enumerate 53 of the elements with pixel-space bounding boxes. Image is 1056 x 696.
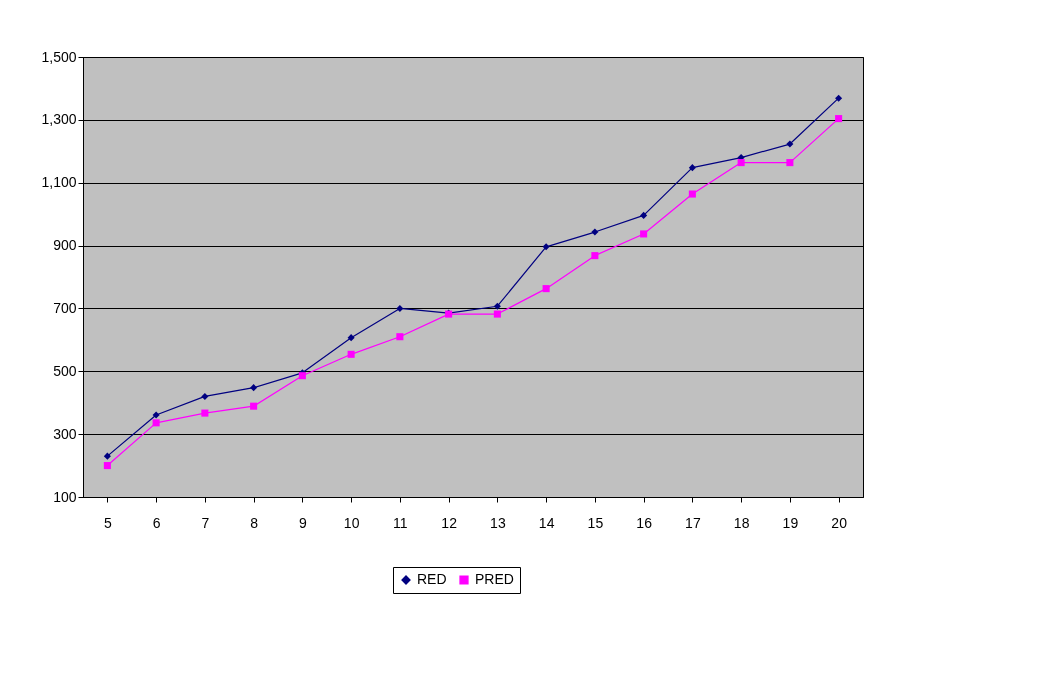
point xyxy=(493,302,501,310)
point xyxy=(201,392,209,400)
point xyxy=(201,409,209,417)
y-tick-label: 1,500 xyxy=(41,48,77,65)
point xyxy=(250,402,258,410)
point xyxy=(835,94,843,102)
x-tick-label: 6 xyxy=(152,514,161,531)
x-tick-label: 9 xyxy=(298,514,307,531)
x-tick-label: 13 xyxy=(490,514,506,531)
point xyxy=(688,164,696,172)
x-tick-label: 14 xyxy=(538,514,555,531)
y-tick-label: 100 xyxy=(53,488,77,505)
x-tick-label: 11 xyxy=(393,514,408,531)
point xyxy=(152,411,160,419)
point xyxy=(347,350,355,358)
y-tick-label: 1,100 xyxy=(41,174,77,191)
x-tick-label: 20 xyxy=(831,514,848,531)
x-tick-label: 5 xyxy=(103,514,112,531)
point xyxy=(835,115,843,123)
y-tick-label: 700 xyxy=(53,299,77,316)
x-tick-label: 15 xyxy=(587,514,604,531)
point xyxy=(542,243,550,251)
x-tick-label: 10 xyxy=(343,514,360,531)
x-tick-label: 12 xyxy=(441,514,458,531)
y-tick-label: 900 xyxy=(53,237,77,254)
point xyxy=(786,140,794,148)
point xyxy=(688,190,696,198)
point xyxy=(786,159,794,167)
legend-label: PRED xyxy=(475,571,514,587)
y-tick-label: 1,300 xyxy=(41,111,77,128)
x-tick-label: 7 xyxy=(201,514,210,531)
x-tick-label: 18 xyxy=(733,514,750,531)
y-tick-label: 500 xyxy=(53,362,77,379)
point xyxy=(103,462,111,470)
point xyxy=(396,333,404,341)
point xyxy=(542,285,550,293)
point xyxy=(640,230,648,238)
x-tick-label: 17 xyxy=(685,514,701,531)
point xyxy=(591,228,599,236)
point xyxy=(396,304,404,312)
point xyxy=(591,252,599,260)
point xyxy=(347,334,355,342)
x-tick-label: 19 xyxy=(782,514,799,531)
x-tick-label: 8 xyxy=(250,514,259,531)
x-tick-label: 16 xyxy=(636,514,653,531)
point xyxy=(640,211,648,219)
point xyxy=(103,452,111,460)
point xyxy=(737,159,745,167)
y-tick-label: 300 xyxy=(53,425,77,442)
point xyxy=(250,384,258,392)
legend-label: RED xyxy=(417,571,447,587)
point xyxy=(493,310,501,318)
point xyxy=(152,419,160,427)
